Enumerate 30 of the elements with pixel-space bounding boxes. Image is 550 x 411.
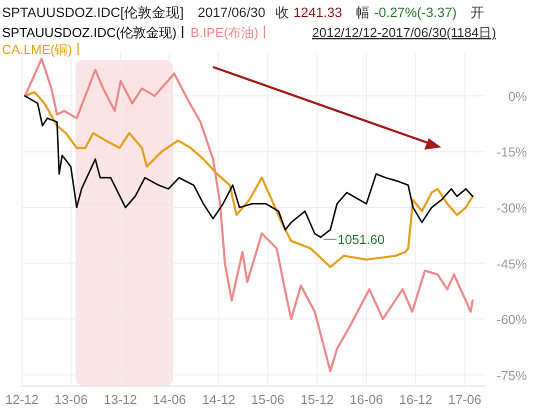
text: -0.27%(-3.37) [374, 5, 457, 20]
text: 1241.33 [293, 5, 342, 20]
y-tick-label: -75% [496, 368, 528, 383]
x-tick-label: 16-12 [399, 392, 432, 407]
x-tick-label: 13-12 [104, 392, 137, 407]
text: 幅 [356, 5, 370, 20]
y-tick-label: -45% [496, 256, 528, 272]
legend-label: B.IPE(布油) [190, 25, 258, 40]
y-tick-label: -60% [496, 312, 528, 328]
text: SPTAUUSDOZ.IDC[伦敦金现] [2, 5, 184, 20]
y-tick-label: 0% [508, 88, 528, 104]
legend-label: CA.LME(铜) [2, 42, 72, 57]
legend-label: SPTAUUSDOZ.IDC(伦敦金现) [2, 25, 177, 40]
x-tick-label: 17-06 [448, 392, 482, 407]
x-tick-label: 12-12 [5, 392, 39, 407]
text: 2017/06/30 [198, 5, 266, 20]
line-series [24, 91, 474, 268]
line-series [24, 58, 474, 372]
y-tick-label: -30% [496, 200, 528, 216]
x-tick-label: 13-06 [54, 392, 88, 407]
text: 开 [470, 5, 485, 20]
text: 2012/12/12-2017/06/30(1184日) [312, 25, 496, 40]
x-tick-label: 15-12 [300, 392, 334, 407]
annotation: 1051.60 [338, 232, 385, 248]
x-tick-label: 16-06 [350, 392, 384, 407]
y-tick-label: -15% [496, 144, 528, 160]
text: 收 [275, 5, 290, 20]
x-tick-label: 14-12 [202, 392, 236, 407]
x-tick-label: 14-06 [152, 392, 186, 407]
x-tick-label: 15-06 [251, 392, 284, 407]
